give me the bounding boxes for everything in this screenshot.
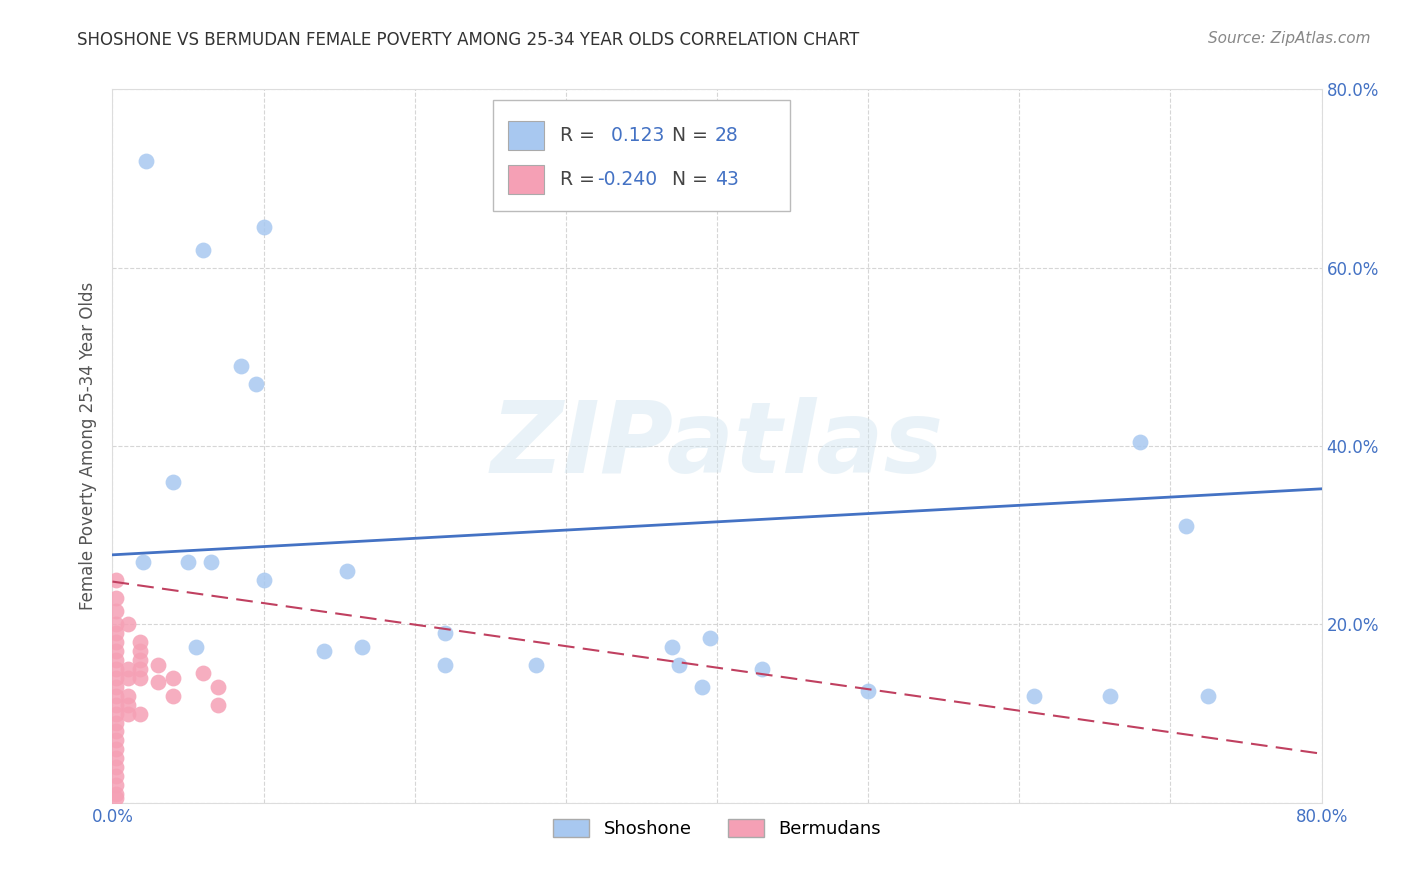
Text: R =: R = (560, 170, 600, 189)
Text: SHOSHONE VS BERMUDAN FEMALE POVERTY AMONG 25-34 YEAR OLDS CORRELATION CHART: SHOSHONE VS BERMUDAN FEMALE POVERTY AMON… (77, 31, 859, 49)
Point (690, 680, 713, 694)
Point (104, 787, 127, 801)
Point (128, 706, 150, 721)
Point (128, 653, 150, 667)
Point (104, 573, 127, 587)
Text: 28: 28 (714, 126, 738, 145)
Text: -0.240: -0.240 (598, 170, 658, 189)
Point (1024, 689, 1046, 703)
Point (117, 698, 139, 712)
Point (117, 662, 139, 676)
Point (104, 760, 127, 774)
Legend: Shoshone, Bermudans: Shoshone, Bermudans (544, 810, 890, 847)
Point (162, 475, 184, 489)
Point (433, 626, 456, 640)
Text: N =: N = (672, 170, 714, 189)
Point (135, 153, 157, 168)
Point (336, 564, 359, 578)
Point (146, 675, 169, 690)
Point (104, 724, 127, 739)
Point (162, 671, 184, 685)
Point (128, 671, 150, 685)
Point (184, 640, 207, 654)
Point (104, 742, 127, 756)
Point (104, 706, 127, 721)
Point (177, 555, 200, 569)
Point (104, 769, 127, 783)
Point (253, 573, 276, 587)
Point (668, 657, 690, 672)
Text: 0.123: 0.123 (605, 126, 664, 145)
Point (104, 635, 127, 649)
Y-axis label: Female Poverty Among 25-34 Year Olds: Female Poverty Among 25-34 Year Olds (79, 282, 97, 610)
Point (207, 698, 229, 712)
Point (661, 640, 683, 654)
Point (104, 680, 127, 694)
Point (433, 657, 456, 672)
Point (104, 626, 127, 640)
Point (104, 715, 127, 730)
Text: N =: N = (672, 126, 714, 145)
Point (128, 644, 150, 658)
Point (117, 706, 139, 721)
Point (104, 653, 127, 667)
Point (104, 617, 127, 632)
FancyBboxPatch shape (508, 121, 544, 150)
Point (1129, 434, 1152, 449)
Point (104, 751, 127, 765)
Text: Source: ZipAtlas.com: Source: ZipAtlas.com (1208, 31, 1371, 46)
Point (104, 604, 127, 618)
Text: R =: R = (560, 126, 600, 145)
Point (350, 640, 373, 654)
Point (1174, 519, 1197, 533)
Point (104, 733, 127, 747)
Point (104, 791, 127, 805)
Text: 43: 43 (714, 170, 738, 189)
Point (146, 657, 169, 672)
Point (524, 657, 547, 672)
FancyBboxPatch shape (508, 165, 544, 194)
Point (128, 635, 150, 649)
Point (191, 666, 214, 681)
Text: ZIPatlas: ZIPatlas (491, 398, 943, 494)
Point (191, 243, 214, 257)
Point (132, 555, 155, 569)
Point (200, 555, 222, 569)
Point (207, 680, 229, 694)
Point (245, 376, 267, 391)
Point (751, 662, 773, 676)
Point (1197, 689, 1219, 703)
Point (856, 684, 880, 698)
Point (253, 220, 276, 235)
Point (104, 671, 127, 685)
Point (104, 591, 127, 605)
Point (104, 644, 127, 658)
Point (104, 662, 127, 676)
Point (162, 689, 184, 703)
Point (117, 689, 139, 703)
Point (314, 644, 336, 658)
Point (117, 617, 139, 632)
Point (104, 778, 127, 792)
FancyBboxPatch shape (494, 100, 790, 211)
Point (104, 698, 127, 712)
Point (128, 662, 150, 676)
Point (104, 689, 127, 703)
Point (229, 359, 252, 373)
Point (1098, 689, 1121, 703)
Point (117, 671, 139, 685)
Point (699, 631, 721, 645)
